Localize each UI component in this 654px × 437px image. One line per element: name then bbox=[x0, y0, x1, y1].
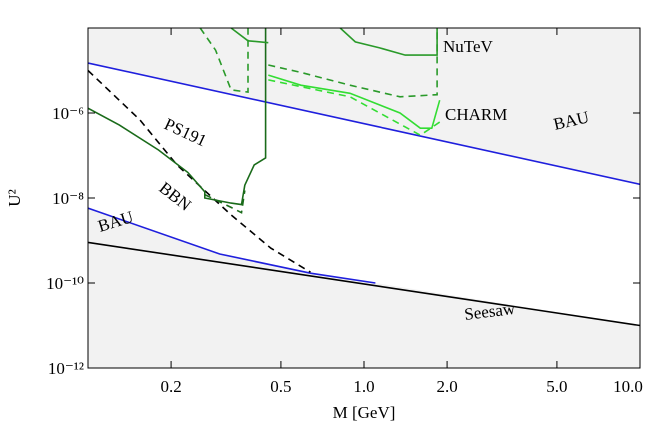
curve bbox=[268, 79, 441, 137]
x-tick-label: 0.5 bbox=[270, 377, 291, 396]
x-tick-label: 10.0 bbox=[613, 377, 643, 396]
x-tick-label: 0.2 bbox=[160, 377, 181, 396]
curve bbox=[88, 62, 640, 186]
x-tick-label: 5.0 bbox=[546, 377, 567, 396]
x-axis-label: M [GeV] bbox=[333, 403, 396, 422]
curve-label: CHARM bbox=[445, 105, 507, 124]
plot-area bbox=[88, 28, 640, 327]
curve bbox=[268, 74, 441, 129]
curve bbox=[199, 28, 249, 94]
allowed-region bbox=[88, 63, 640, 326]
y-tick-label: 10⁻¹⁰ bbox=[46, 274, 84, 293]
curve bbox=[268, 28, 438, 98]
curve bbox=[204, 190, 246, 214]
curve-label: NuTeV bbox=[443, 37, 494, 56]
y-tick-label: 10⁻¹² bbox=[48, 359, 84, 378]
x-tick-label: 2.0 bbox=[436, 377, 457, 396]
y-tick-label: 10⁻⁶ bbox=[52, 104, 84, 123]
y-tick-label: 10⁻⁸ bbox=[52, 189, 84, 208]
curve bbox=[88, 207, 376, 284]
x-tick-label: 1.0 bbox=[353, 377, 374, 396]
y-axis-label: U² bbox=[5, 189, 24, 206]
curve bbox=[88, 241, 640, 327]
